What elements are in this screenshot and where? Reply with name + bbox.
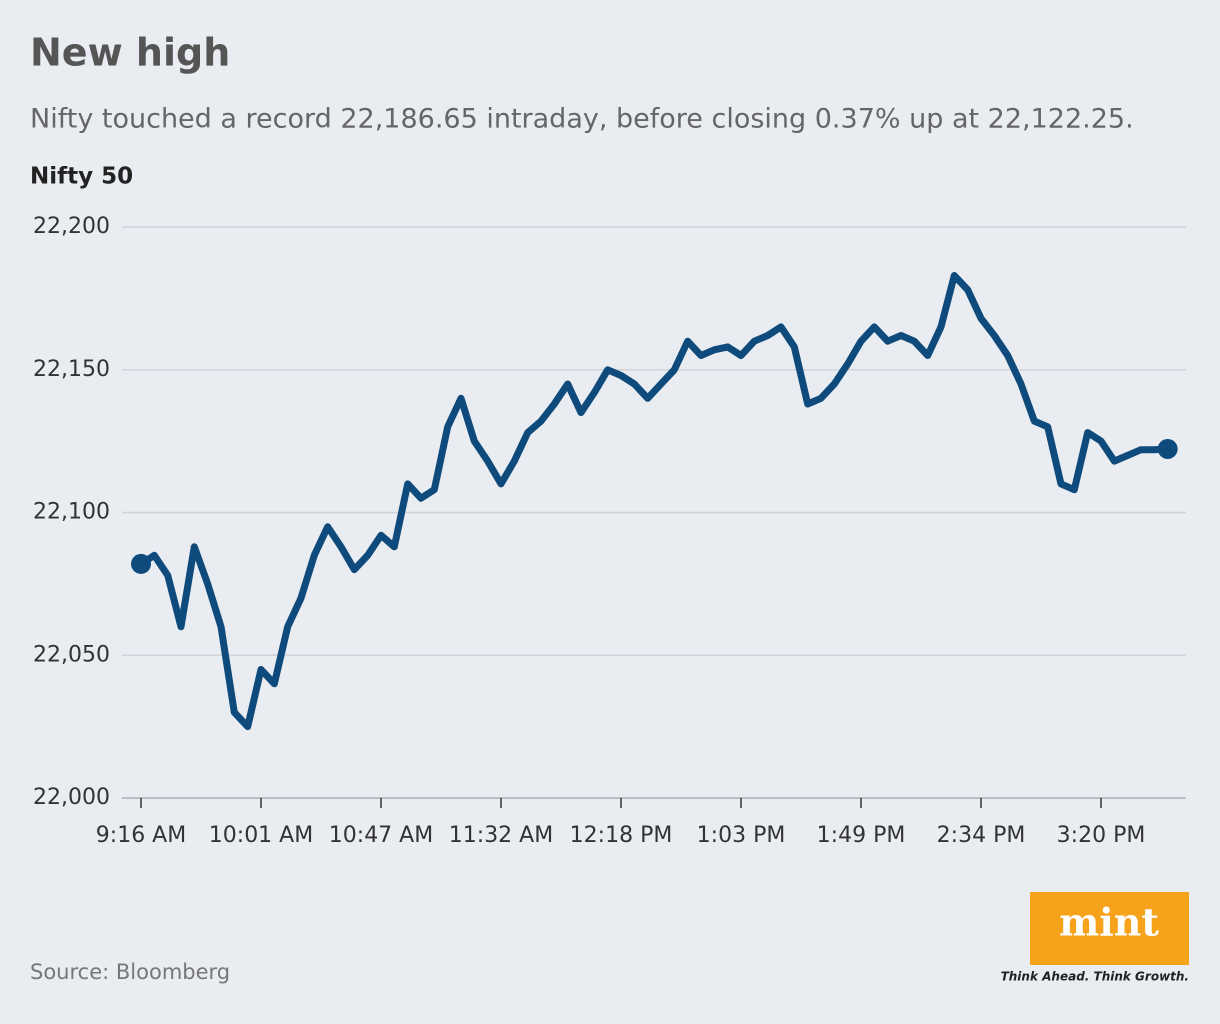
x-tick-label: 1:49 PM (817, 823, 906, 848)
y-tick-label: 22,000 (33, 785, 110, 810)
y-tick-label: 22,100 (33, 500, 110, 525)
chart-title: New high (30, 31, 230, 75)
end-point (1157, 438, 1178, 459)
y-axis-label: Nifty 50 (30, 164, 133, 190)
y-tick-label: 22,200 (33, 214, 110, 239)
x-tick-label: 11:32 AM (449, 823, 553, 848)
y-tick-label: 22,050 (33, 642, 110, 667)
y-tick-label: 22,150 (33, 357, 110, 382)
x-tick-label: 2:34 PM (937, 823, 1026, 848)
x-tick-label: 9:16 AM (96, 823, 186, 848)
logo-box (1030, 892, 1189, 965)
x-tick-label: 10:01 AM (209, 823, 313, 848)
logo-tagline: Think Ahead. Think Growth. (1001, 970, 1189, 984)
chart-subtitle: Nifty touched a record 22,186.65 intrada… (30, 104, 1134, 135)
x-tick-label: 12:18 PM (570, 823, 673, 848)
x-tick-label: 3:20 PM (1057, 823, 1146, 848)
end-point (131, 553, 151, 574)
line (137, 272, 1172, 731)
x-tick-label: 10:47 AM (329, 823, 433, 848)
logo: mint (1059, 900, 1159, 945)
x-tick-label: 1:03 PM (697, 823, 786, 848)
source: Source: Bloomberg (30, 960, 230, 984)
